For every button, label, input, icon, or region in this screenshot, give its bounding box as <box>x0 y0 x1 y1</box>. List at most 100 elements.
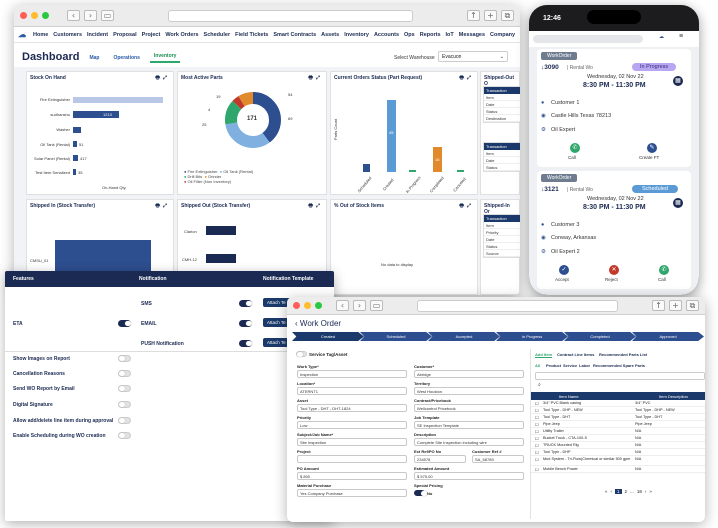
panel-tools-icon[interactable]: 🖶⤢ <box>308 203 323 209</box>
step-approved[interactable]: Approved <box>632 332 704 341</box>
create-ft-button[interactable]: Create FT <box>639 155 660 160</box>
filter-product[interactable]: Product <box>546 363 562 368</box>
territory-select[interactable]: West Houston <box>414 387 524 395</box>
panel-tools-icon[interactable]: 🖶⤢ <box>459 203 474 209</box>
customer-select[interactable]: Abridge <box>414 370 524 378</box>
nav-inventory[interactable]: Inventory <box>344 31 369 38</box>
item-search-input[interactable]: ⌕ <box>535 372 705 388</box>
maximize-window-icon[interactable] <box>42 12 49 19</box>
feature-toggle[interactable] <box>118 417 131 424</box>
filter-spare-parts[interactable]: Recommended Spare Parts <box>593 363 646 368</box>
call-button[interactable]: Call <box>658 277 666 282</box>
push-toggle[interactable] <box>239 340 252 347</box>
tab-recommended-parts[interactable]: Recommended Parts List <box>599 352 648 357</box>
share-icon[interactable]: ↑ <box>467 10 480 21</box>
panel-tools-icon[interactable]: 🖶⤢ <box>155 203 170 209</box>
nav-scheduler[interactable]: Scheduler <box>203 31 231 38</box>
tabs-overview-icon[interactable]: ⧉ <box>686 300 699 311</box>
nav-iot[interactable]: IoT <box>445 31 454 38</box>
feature-toggle[interactable] <box>118 385 131 392</box>
work-order-card[interactable]: WorkOrder Scheduled ↓3121 | Rental Wo We… <box>537 171 691 289</box>
panel-tools-icon[interactable]: 🖶⤢ <box>459 75 474 81</box>
nav-smart-contracts[interactable]: Smart Contracts <box>273 31 317 38</box>
step-scheduled[interactable]: Scheduled <box>360 332 432 341</box>
work-type-select[interactable]: Inspection <box>297 370 407 378</box>
feature-toggle[interactable] <box>118 370 131 377</box>
nav-ops[interactable]: Ops <box>404 31 415 38</box>
row-checkbox-icon[interactable]: ☐ <box>535 416 539 420</box>
nav-accounts[interactable]: Accounts <box>373 31 400 38</box>
attach-template-button[interactable]: Attach Te <box>263 298 293 307</box>
nav-assets[interactable]: Assets <box>321 31 340 38</box>
filter-service[interactable]: Service <box>563 363 578 368</box>
nav-work-orders[interactable]: Work Orders <box>165 31 199 38</box>
step-in-progress[interactable]: In Progress <box>496 332 568 341</box>
tab-operations[interactable]: Operations <box>113 55 140 61</box>
nav-messages[interactable]: Messages <box>458 31 486 38</box>
location-select[interactable]: ATERNT1 <box>297 387 407 395</box>
close-window-icon[interactable] <box>20 12 27 19</box>
table-row[interactable]: ☐ Mud System - Tri-Flow(Chemical or simil… <box>531 456 705 466</box>
call-icon[interactable]: ✆ <box>570 143 580 153</box>
attach-template-button[interactable]: Attach Te <box>263 338 293 347</box>
accept-button[interactable]: Accept <box>555 277 569 282</box>
priority-select[interactable]: Low <box>297 421 407 429</box>
back-link[interactable]: ‹ Work Order <box>295 319 341 328</box>
row-checkbox-icon[interactable]: ☐ <box>535 444 539 448</box>
table-row[interactable]: ☐ Pipe Jeep Pipe Jeep <box>531 421 705 428</box>
table-row[interactable]: ☐ Tool Type - DHT Tool Type - DHT <box>531 414 705 421</box>
page-18-button[interactable]: 18 <box>636 489 642 494</box>
panel-tools-icon[interactable]: 🖶⤢ <box>308 75 323 81</box>
last-page-button[interactable]: » <box>649 489 652 494</box>
special-pricing-toggle[interactable] <box>414 490 427 496</box>
row-checkbox-icon[interactable]: ☐ <box>535 430 539 434</box>
minimize-window-icon[interactable] <box>304 302 311 309</box>
table-row[interactable]: ☐ 3/4" PVC Blank casing 3/4" PVC <box>531 400 705 407</box>
work-order-card[interactable]: WorkOrder In Progress ↓3090 | Rental Wo … <box>537 49 691 167</box>
table-row[interactable]: ☐ Utility Trailer N/A <box>531 428 705 435</box>
minimize-window-icon[interactable] <box>31 12 38 19</box>
table-row[interactable]: ☐ Tool Type - DHP - NEW Tool Type - DHP - … <box>531 407 705 414</box>
estimated-amount-input[interactable]: $ 575.00 <box>414 472 524 480</box>
nav-company[interactable]: Company <box>490 31 516 38</box>
nav-incident[interactable]: Incident <box>87 31 109 38</box>
warehouse-select[interactable]: Evacuon ⌄ <box>438 51 508 62</box>
table-row[interactable]: ☐ Mobile Bench Power N/A <box>531 466 705 473</box>
nav-customers[interactable]: Customers <box>53 31 83 38</box>
tab-map[interactable]: Map <box>89 55 100 61</box>
subject-input[interactable]: Site Inspection <box>297 438 407 446</box>
transaction-card[interactable]: Transaction Item Date Status Destination <box>483 86 520 123</box>
add-tab-icon[interactable]: + <box>669 300 682 311</box>
close-window-icon[interactable] <box>293 302 300 309</box>
filter-labor[interactable]: Labor <box>579 363 591 368</box>
nav-project[interactable]: Project <box>141 31 161 38</box>
calendar-icon[interactable]: ▦ <box>673 198 683 208</box>
nav-proposal[interactable]: Proposal <box>113 31 137 38</box>
service-tag-toggle[interactable] <box>296 351 307 357</box>
url-bar[interactable] <box>168 9 413 22</box>
accept-icon[interactable]: ✓ <box>559 265 569 275</box>
row-checkbox-icon[interactable]: ☐ <box>535 458 539 462</box>
call-icon[interactable]: ✆ <box>659 265 669 275</box>
project-select[interactable] <box>297 455 407 463</box>
first-page-button[interactable]: « <box>605 489 608 494</box>
material-purchase-select[interactable]: Yes Company Purchase <box>297 489 407 497</box>
ext-ref-input[interactable]: 234578 <box>414 455 466 463</box>
filter-all[interactable]: All <box>535 363 541 368</box>
nav-home[interactable]: Home <box>33 31 49 38</box>
step-completed[interactable]: Completed <box>564 332 636 341</box>
prev-page-button[interactable]: ‹ <box>610 489 613 494</box>
reject-icon[interactable]: ✕ <box>609 265 619 275</box>
nav-reports[interactable]: Reports <box>419 31 441 38</box>
maximize-window-icon[interactable] <box>315 302 322 309</box>
transaction-card[interactable]: Transaction Item Date Status <box>483 142 520 172</box>
feature-toggle[interactable] <box>118 401 131 408</box>
feature-toggle[interactable] <box>118 432 131 439</box>
contract-select[interactable]: Wellcontrol Pricebook <box>414 404 524 412</box>
back-arrow-icon[interactable]: ‹ <box>67 10 80 21</box>
tabs-overview-icon[interactable]: ⧉ <box>501 10 514 21</box>
forward-arrow-icon[interactable]: › <box>353 300 366 311</box>
attach-template-button[interactable]: Attach Te <box>263 318 293 327</box>
page-1-button[interactable]: 1 <box>615 489 622 494</box>
feature-toggle[interactable] <box>118 355 131 362</box>
